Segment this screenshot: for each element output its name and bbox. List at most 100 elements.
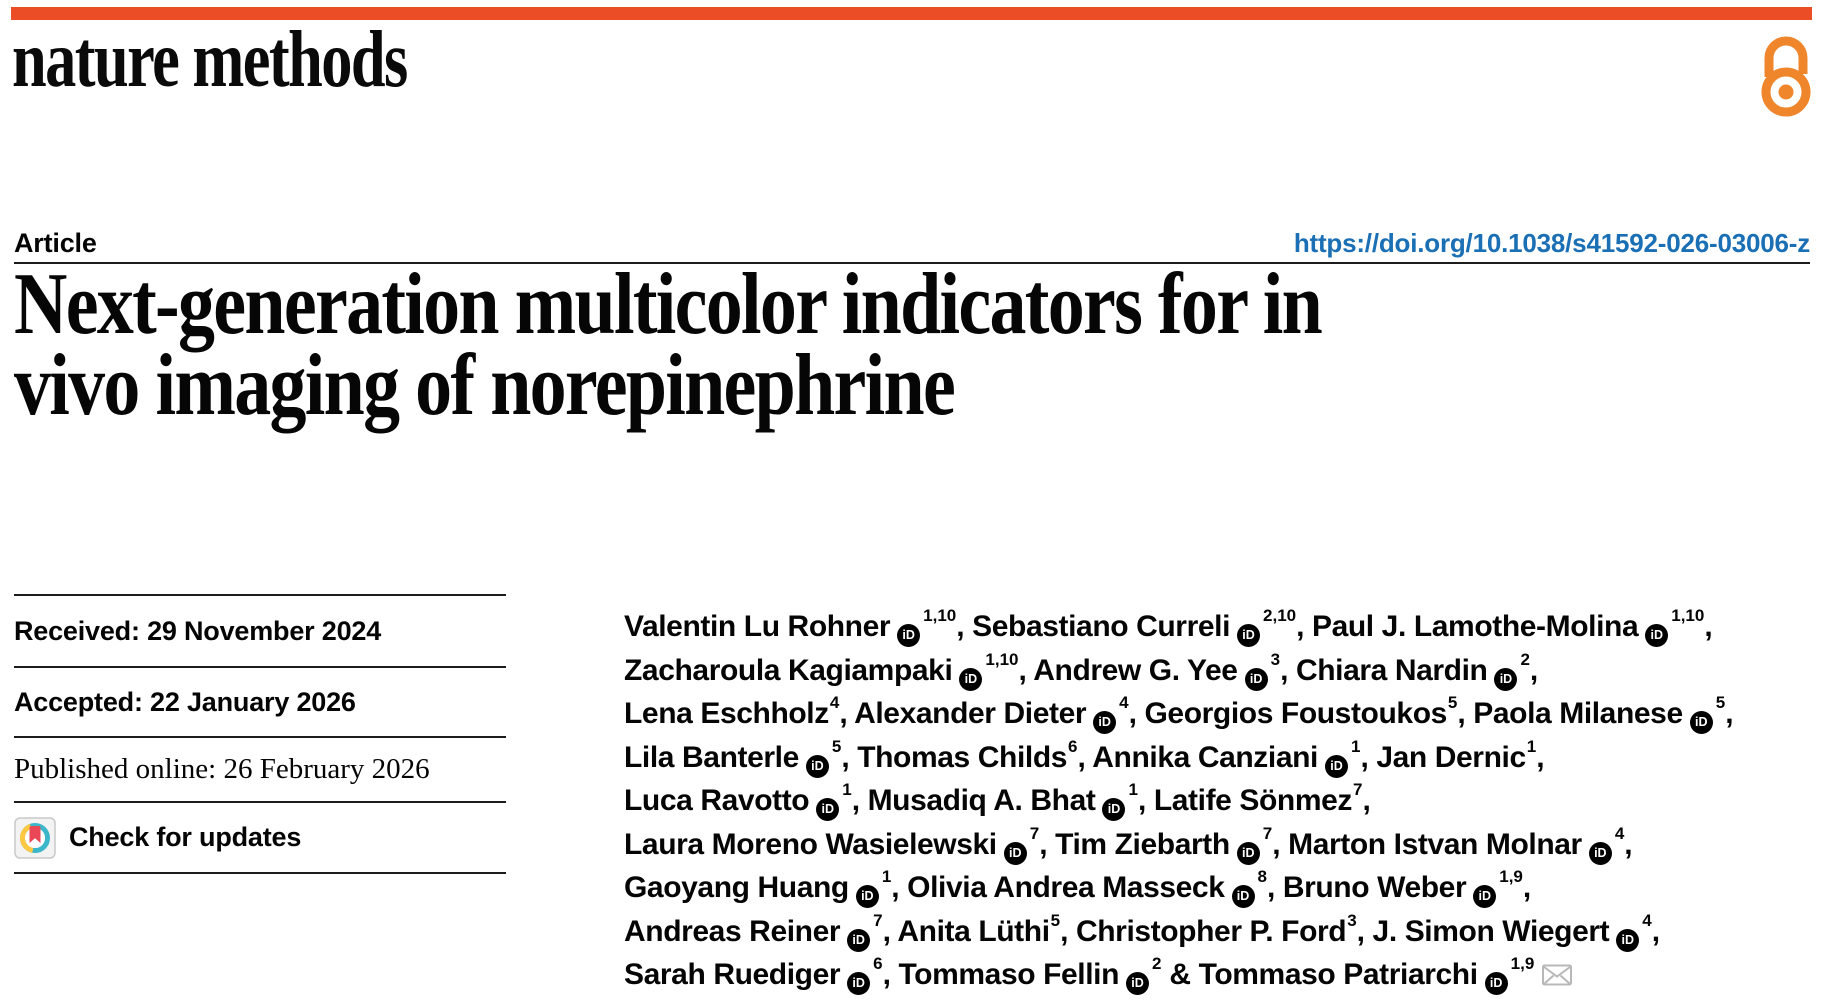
- doi-link[interactable]: https://doi.org/10.1038/s41592-026-03006…: [1293, 228, 1810, 258]
- author-affiliation-sup: 1: [1526, 736, 1537, 756]
- author-name: Jan Dernic: [1376, 740, 1526, 774]
- author-name: Valentin Lu Rohner: [624, 610, 891, 643]
- author-name: Paola Milanese: [1473, 697, 1683, 730]
- article-header-row: Article https://doi.org/10.1038/s41592-0…: [14, 228, 1810, 262]
- author-separator: ,: [1128, 697, 1145, 730]
- author-name: J. Simon Wiegert: [1372, 914, 1610, 948]
- metadata-row-accepted: Accepted: 22 January 2026: [14, 666, 506, 736]
- author-separator: ,: [891, 871, 908, 904]
- author-separator: ,: [1077, 740, 1093, 774]
- author-affiliation-sup: 1,9: [1510, 954, 1535, 973]
- orcid-icon[interactable]: iD: [847, 972, 871, 996]
- orcid-icon[interactable]: iD: [855, 885, 879, 909]
- author-affiliation-sup: 1: [1350, 736, 1361, 756]
- orcid-icon[interactable]: iD: [805, 754, 829, 778]
- author-name: Gaoyang Huang: [624, 871, 849, 904]
- author-separator: ,: [1266, 871, 1283, 904]
- metadata-row-received: Received: 29 November 2024: [14, 594, 506, 666]
- author-affiliation-sup: 1: [881, 867, 892, 886]
- orcid-icon[interactable]: iD: [1616, 928, 1640, 952]
- author-name: Laura Moreno Wasielewski: [624, 827, 997, 861]
- orcid-icon[interactable]: iD: [1102, 798, 1126, 822]
- author-line: Sarah Ruediger iD6, Tommaso Fellin iD2 & T…: [624, 953, 1820, 997]
- orcid-icon[interactable]: iD: [1244, 667, 1268, 691]
- open-access-icon: [1760, 28, 1812, 123]
- author-separator: ,: [1725, 697, 1734, 730]
- author-affiliation-sup: 6: [873, 954, 883, 973]
- author-separator: ,: [1522, 871, 1531, 904]
- author-line: Gaoyang Huang iD1, Olivia Andrea Masseck i…: [624, 866, 1820, 910]
- author-separator: ,: [1624, 827, 1633, 861]
- check-for-updates[interactable]: Check for updates: [14, 816, 302, 859]
- orcid-icon[interactable]: iD: [897, 624, 921, 648]
- orcid-icon[interactable]: iD: [1236, 841, 1260, 865]
- orcid-icon[interactable]: iD: [1484, 972, 1508, 996]
- author-separator: ,: [1457, 697, 1474, 730]
- author-line: Andreas Reiner iD7, Anita Lüthi5, Christo…: [624, 910, 1820, 954]
- author-line: Lena Eschholz4, Alexander Dieter iD4, Geo…: [624, 692, 1820, 736]
- author-name: Lila Banterle: [624, 740, 799, 774]
- author-separator: ,: [1356, 914, 1373, 948]
- author-separator: ,: [1039, 827, 1056, 861]
- orcid-icon[interactable]: iD: [816, 798, 840, 822]
- author-affiliation-sup: 4: [1614, 823, 1625, 843]
- masthead-accent-bar: [11, 7, 1812, 20]
- author-separator: ,: [956, 610, 973, 643]
- check-for-updates-label[interactable]: Check for updates: [69, 822, 302, 852]
- author-line: Zacharoula Kagiampaki iD1,10, Andrew G. Y…: [624, 649, 1820, 693]
- orcid-icon[interactable]: iD: [1126, 972, 1150, 996]
- author-separator: ,: [1060, 914, 1076, 948]
- author-affiliation-sup: 7: [1029, 823, 1040, 843]
- orcid-icon[interactable]: iD: [1231, 885, 1255, 909]
- orcid-icon[interactable]: iD: [1003, 841, 1027, 865]
- author-name: Christopher P. Ford: [1075, 914, 1347, 948]
- orcid-icon[interactable]: iD: [1473, 885, 1497, 909]
- author-name: Musadiq A. Bhat: [867, 784, 1096, 817]
- author-name: Andrew G. Yee: [1033, 653, 1238, 687]
- author-affiliation-sup: 1,10: [1671, 606, 1705, 625]
- accepted-label: Accepted:: [14, 686, 143, 717]
- metadata-label: Accepted: 22 January 2026: [14, 687, 356, 718]
- author-separator: ,: [1137, 784, 1154, 817]
- orcid-icon[interactable]: iD: [1237, 624, 1261, 648]
- article-kicker: Article: [14, 228, 97, 258]
- author-affiliation-sup: 2,10: [1263, 606, 1297, 625]
- author-name: Tommaso Patriarchi: [1198, 958, 1478, 991]
- author-separator: ,: [839, 697, 855, 730]
- published-label: Published online:: [14, 753, 217, 785]
- author-name: Alexander Dieter: [854, 697, 1087, 730]
- title-line-1: Next-generation multicolor indicators fo…: [14, 256, 1323, 353]
- author-affiliation-sup: 3: [1270, 649, 1281, 669]
- orcid-icon[interactable]: iD: [1093, 711, 1117, 735]
- author-separator: ,: [1536, 740, 1545, 774]
- header-rule: [14, 262, 1810, 264]
- author-affiliation-sup: 2: [1520, 649, 1530, 669]
- author-line: Luca Ravotto iD1, Musadiq A. Bhat iD1, Lat…: [624, 779, 1820, 823]
- author-affiliation-sup: 7: [1262, 823, 1273, 843]
- author-separator: ,: [1362, 784, 1371, 817]
- author-affiliation-sup: 5: [1447, 693, 1458, 712]
- author-name: Annika Canziani: [1092, 740, 1318, 774]
- author-name: Tim Ziebarth: [1055, 827, 1230, 861]
- author-separator: ,: [1018, 653, 1034, 687]
- author-line: Valentin Lu Rohner iD1,10, Sebastiano Cur…: [624, 605, 1820, 649]
- author-affiliation-sup: 4: [829, 693, 840, 712]
- author-name: Marton Istvan Molnar: [1288, 827, 1582, 861]
- crossmark-icon[interactable]: [14, 816, 56, 859]
- orcid-icon[interactable]: iD: [1588, 841, 1612, 865]
- received-label: Received:: [14, 615, 140, 646]
- accepted-date: 22 January 2026: [150, 686, 356, 717]
- author-separator: ,: [1704, 610, 1713, 643]
- orcid-icon[interactable]: iD: [1689, 711, 1713, 735]
- author-separator: ,: [1360, 740, 1377, 774]
- orcid-icon[interactable]: iD: [847, 928, 871, 952]
- orcid-icon[interactable]: iD: [1494, 667, 1518, 691]
- email-icon[interactable]: [1542, 964, 1573, 986]
- author-separator: ,: [882, 958, 899, 991]
- author-line: Lila Banterle iD5, Thomas Childs6, Annika…: [624, 736, 1820, 780]
- orcid-icon[interactable]: iD: [1324, 754, 1348, 778]
- orcid-icon[interactable]: iD: [959, 667, 983, 691]
- orcid-icon[interactable]: iD: [1645, 624, 1669, 648]
- author-affiliation-sup: 5: [1715, 693, 1726, 712]
